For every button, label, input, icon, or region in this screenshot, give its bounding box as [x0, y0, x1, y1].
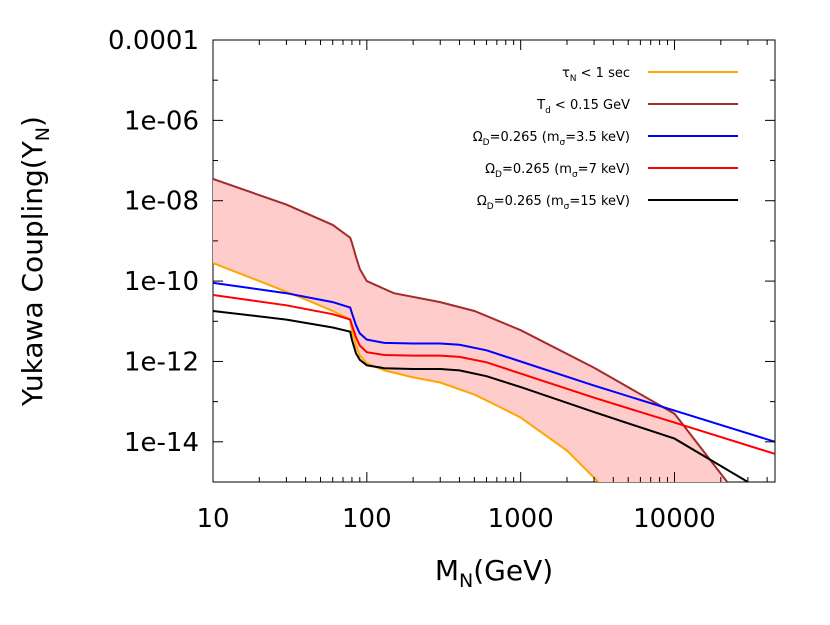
shaded-region [213, 178, 728, 482]
legend: τN < 1 sec Td < 0.15 GeV ΩD=0.265 (mσ=3.5 … [473, 66, 738, 212]
x-tick-label: 10000 [633, 504, 716, 534]
legend-label-omega_35: ΩD=0.265 (mσ=3.5 keV) [473, 130, 630, 148]
shaded-region-layer [213, 178, 728, 482]
y-axis-label: Yukawa Coupling(YN) [16, 116, 54, 407]
series-line-omega_7 [213, 294, 775, 455]
legend-label-T_d: Td < 0.15 GeV [536, 98, 630, 116]
x-tick-label: 10 [196, 504, 229, 534]
series-line-omega_15 [213, 310, 749, 482]
y-tick-label: 1e-12 [124, 347, 199, 377]
x-axis-label: MN(GeV) [435, 554, 553, 592]
y-tick-label: 0.0001 [108, 26, 199, 56]
x-tick-label: 1000 [488, 504, 554, 534]
y-tick-label: 1e-14 [124, 428, 199, 458]
y-tick-label: 1e-06 [124, 106, 199, 136]
legend-label-omega_7: ΩD=0.265 (mσ=7 keV) [485, 162, 630, 180]
series-layer [213, 177, 775, 482]
legend-label-omega_15: ΩD=0.265 (mσ=15 keV) [477, 194, 630, 212]
x-tick-label: 100 [342, 504, 392, 534]
tick-layer: 10 100 1000 10000 0.0001 1e-06 1e-08 1e-10 1e-12… [108, 26, 775, 534]
y-tick-label: 1e-08 [124, 187, 199, 217]
series-line-tau_N [213, 262, 600, 482]
series-line-omega_35 [213, 281, 775, 443]
series-line-T_d [213, 177, 728, 482]
legend-label-tau_N: τN < 1 sec [562, 66, 630, 84]
y-tick-label: 1e-10 [124, 267, 199, 297]
